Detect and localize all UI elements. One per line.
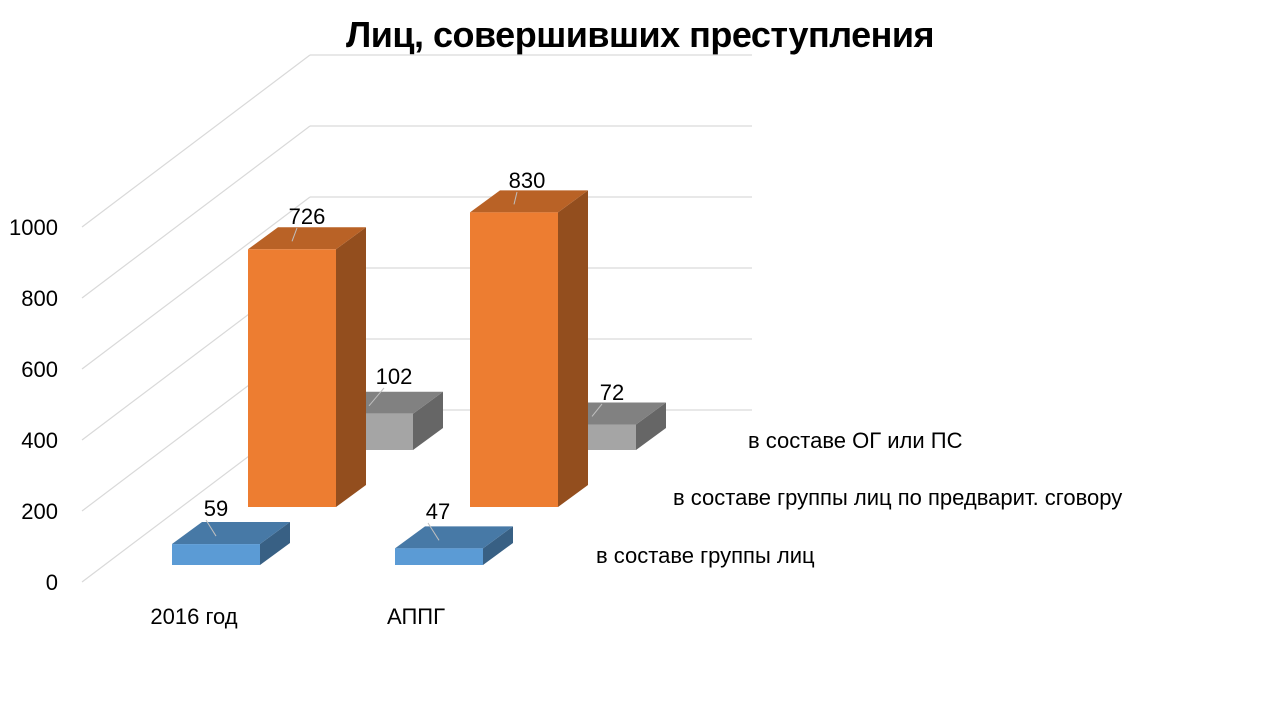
leader-line [591, 403, 603, 417]
bar-front [248, 249, 336, 507]
data-label: 830 [509, 168, 546, 193]
data-label: 59 [204, 496, 228, 521]
y-axis-ticks: 0 200 400 600 800 1000 [9, 215, 58, 595]
y-tick-label: 0 [46, 570, 58, 595]
bar-side [413, 391, 443, 450]
bar-side [636, 402, 666, 450]
gridline-diagonal [81, 54, 311, 228]
y-tick-label: 600 [21, 357, 58, 382]
bar-side [483, 526, 513, 565]
chart-title: Лиц, совершивших преступления [345, 14, 935, 55]
bar-0-0 [172, 522, 290, 565]
leader-line [513, 191, 518, 205]
y-tick-label: 800 [21, 286, 58, 311]
leader-line [205, 519, 217, 537]
gridline-diagonal [81, 125, 311, 299]
leader-line [427, 522, 440, 541]
gridline-diagonal [81, 196, 311, 370]
bar-top [248, 227, 366, 250]
bar-front [395, 548, 483, 565]
leader-line [368, 387, 385, 407]
bar-side [336, 227, 366, 507]
category-label: АППГ [387, 604, 445, 629]
y-tick-label: 400 [21, 428, 58, 453]
data-label: 72 [600, 380, 624, 405]
series-label: в составе ОГ или ПС [748, 428, 963, 453]
data-label: 726 [289, 204, 326, 229]
bar-front [470, 212, 558, 507]
bar-front [172, 544, 260, 565]
bar-1-0 [248, 227, 366, 507]
data-labels: 102 72 726 830 59 47 [204, 168, 624, 541]
series-label: в составе группы лиц по предварит. сгово… [673, 485, 1122, 510]
category-label: 2016 год [150, 604, 237, 629]
category-labels: 2016 год АППГ [150, 604, 445, 629]
data-label: 102 [376, 364, 413, 389]
bar-1-1 [470, 190, 588, 507]
bar-top [470, 190, 588, 213]
bar-0-1 [395, 526, 513, 565]
series-labels: в составе группы лиц в составе группы лиц… [596, 428, 1122, 568]
bar-top [395, 526, 513, 549]
bar-side [558, 190, 588, 507]
y-tick-label: 1000 [9, 215, 58, 240]
series-label: в составе группы лиц [596, 543, 815, 568]
data-label: 47 [426, 499, 450, 524]
bar-side [260, 522, 290, 565]
leader-line [291, 227, 298, 242]
gridlines [81, 54, 752, 583]
bars [172, 190, 666, 565]
bar-top [172, 522, 290, 545]
y-tick-label: 200 [21, 499, 58, 524]
